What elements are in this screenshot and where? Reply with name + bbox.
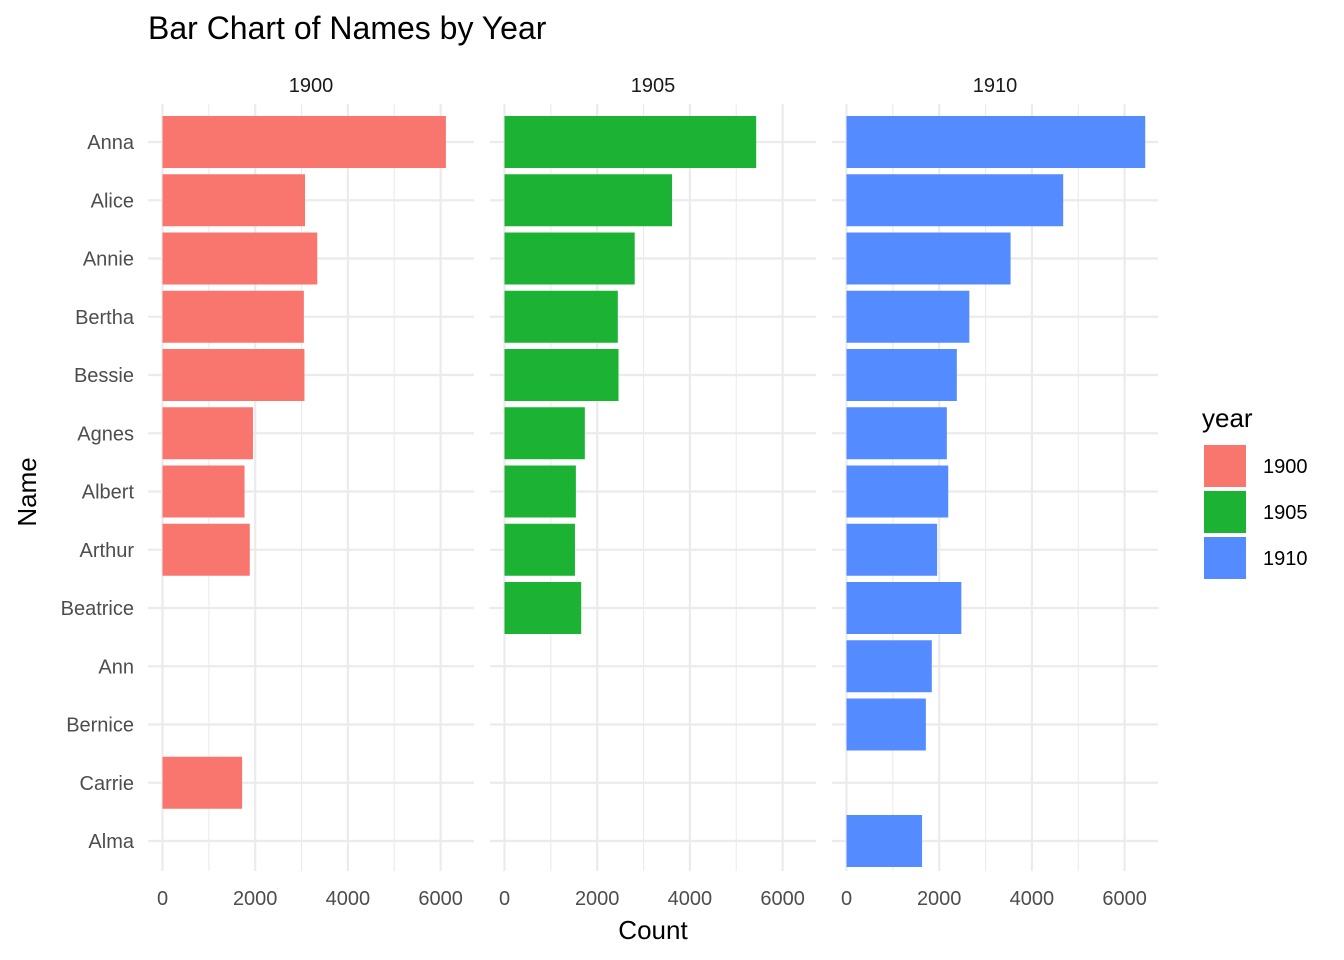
legend-items: 1900 1905 1910 (1204, 445, 1308, 579)
bar-1900-Agnes (162, 407, 253, 460)
x-tick-label: 0 (157, 888, 168, 910)
y-tick-label: Agnes (77, 423, 134, 445)
y-tick-label: Anna (87, 132, 135, 154)
x-tick-label: 6000 (1102, 888, 1147, 910)
bar-1900-Arthur (162, 523, 250, 576)
bar-1905-Anna (504, 116, 757, 168)
y-tick-labels: Anna Alice Annie Bertha Bessie Agnes Albert Art… (61, 132, 135, 853)
legend-swatch-1910 (1204, 537, 1246, 579)
y-tick-label: Albert (82, 482, 135, 504)
bars (504, 116, 757, 634)
x-tick-label: 4000 (1010, 888, 1055, 910)
bar-1910-Arthur (846, 523, 938, 576)
bar-1900-Bertha (162, 290, 304, 343)
bar-1910-Bertha (846, 290, 970, 343)
x-tick-label: 4000 (668, 888, 713, 910)
y-tick-label: Bernice (66, 715, 134, 737)
y-tick-label: Carrie (80, 773, 134, 795)
y-tick-label: Annie (83, 249, 134, 271)
y-tick-label: Bertha (75, 307, 135, 329)
y-tick-label: Bessie (74, 365, 134, 387)
y-tick-label: Alice (91, 190, 134, 212)
y-tick-label: Beatrice (61, 598, 134, 620)
legend-label-1905: 1905 (1263, 502, 1308, 524)
x-axis-title: Count (618, 915, 688, 945)
bar-1905-Alice (504, 174, 673, 227)
bar-1910-Ann (846, 640, 932, 693)
y-tick-label: Alma (88, 831, 134, 853)
legend-title: year (1202, 403, 1253, 433)
legend-label-1910: 1910 (1263, 548, 1308, 570)
bar-1905-Arthur (504, 523, 575, 576)
facet-label-1905: 1905 (631, 75, 676, 97)
bar-1900-Albert (162, 465, 245, 518)
bar-1905-Agnes (504, 407, 585, 460)
bar-1900-Anna (162, 116, 446, 168)
legend: year 1900 1905 1910 (1202, 403, 1308, 579)
facet-panel-1905: 1905 0 2000 4000 6000 (490, 75, 816, 910)
x-tick-label: 0 (841, 888, 852, 910)
bar-1910-Alma (846, 815, 923, 867)
bar-1900-Carrie (162, 756, 243, 809)
bar-1905-Bertha (504, 290, 618, 343)
x-tick-label: 2000 (233, 888, 278, 910)
facet-panel-1900: 1900 0 2000 4000 6000 (148, 75, 474, 910)
x-tick-label: 6000 (760, 888, 805, 910)
bar-1900-Alice (162, 174, 306, 227)
x-tick-label: 4000 (326, 888, 371, 910)
bar-1905-Annie (504, 232, 635, 285)
x-tick-label: 2000 (917, 888, 962, 910)
bar-1910-Bessie (846, 349, 957, 401)
facet-label-1910: 1910 (973, 75, 1018, 97)
bars (846, 116, 1146, 867)
bar-1910-Bernice (846, 698, 926, 751)
bars (162, 116, 446, 809)
bar-1910-Agnes (846, 407, 947, 460)
facet-panel-1910: 1910 0 2000 4000 6000 (832, 75, 1158, 910)
bar-1905-Albert (504, 465, 576, 518)
facet-panels: 1900 0 2000 4000 6000 1905 0 2000 4000 6000 1910 0 2… (148, 75, 1158, 910)
chart-title: Bar Chart of Names by Year (148, 10, 547, 46)
y-tick-label: Arthur (80, 540, 135, 562)
bar-1910-Anna (846, 116, 1146, 168)
facet-label-1900: 1900 (289, 75, 334, 97)
x-tick-label: 0 (499, 888, 510, 910)
legend-label-1900: 1900 (1263, 456, 1308, 478)
x-tick-label: 2000 (575, 888, 620, 910)
legend-swatch-1900 (1204, 445, 1246, 487)
x-tick-label: 6000 (418, 888, 463, 910)
bar-1905-Bessie (504, 349, 619, 401)
legend-swatch-1905 (1204, 491, 1246, 533)
bar-1900-Bessie (162, 349, 305, 401)
bar-1910-Albert (846, 465, 949, 518)
bar-1900-Annie (162, 232, 318, 285)
y-tick-label: Ann (98, 656, 134, 678)
bar-1910-Beatrice (846, 582, 962, 634)
bar-1910-Annie (846, 232, 1011, 285)
bar-1910-Alice (846, 174, 1064, 227)
y-axis-title: Name (12, 457, 42, 526)
bar-1905-Beatrice (504, 582, 582, 634)
